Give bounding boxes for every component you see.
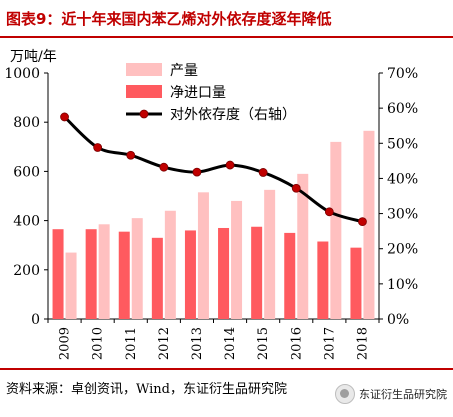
chart-title: 图表9：近十年来国内苯乙烯对外依存度逐年降低 [6, 10, 332, 28]
y-tick-label-left: 600 [13, 164, 40, 180]
y-axis-unit-label: 万吨/年 [10, 49, 57, 65]
bar-net-import [85, 229, 97, 319]
x-tick-label: 2013 [190, 327, 205, 360]
x-tick-label: 2012 [157, 327, 172, 360]
y-tick-label-left: 0 [31, 312, 40, 328]
legend-production-swatch [126, 63, 162, 76]
dependency-point [225, 160, 235, 170]
bar-production [297, 173, 309, 319]
dependency-point [93, 143, 103, 152]
wechat-logo-icon [335, 384, 355, 404]
dependency-line [63, 115, 363, 224]
bar-production [264, 189, 276, 319]
y-tick-label-right: 60% [387, 101, 418, 117]
x-tick-label: 2009 [58, 327, 73, 360]
x-tick-label: 2016 [289, 327, 304, 360]
bar-net-import [151, 237, 163, 319]
y-tick-label-left: 400 [13, 214, 40, 230]
y-tick-label-right: 30% [387, 207, 418, 223]
watermark-text: 东证衍生品研究院 [359, 388, 447, 401]
dependency-point [126, 150, 136, 160]
legend-production-label: 产量 [170, 63, 198, 79]
x-tick-label: 2010 [91, 327, 106, 360]
bar-production [131, 218, 143, 319]
title-bar: 图表9：近十年来国内苯乙烯对外依存度逐年降低 [0, 0, 453, 38]
bar-production [65, 252, 77, 319]
dependency-point [258, 168, 268, 177]
y-tick-label-right: 40% [387, 171, 418, 187]
legend-net-import-swatch [126, 85, 162, 98]
x-tick-label: 2014 [223, 327, 238, 360]
dependency-point [60, 112, 69, 122]
bar-net-import [284, 232, 296, 319]
dependency-point [358, 217, 367, 227]
chart-plot: 0 200 400 600 800 1000 0% 10% 20% 30% 40% 50% 60% 70%… [4, 63, 418, 360]
legend-net-import-label: 净进口量 [170, 85, 226, 101]
y-tick-label-right: 0% [387, 312, 409, 328]
bar-net-import [52, 229, 64, 319]
bar-net-import [184, 230, 196, 319]
y-tick-label-right: 20% [387, 242, 418, 258]
bar-net-import [251, 226, 263, 319]
dependency-point [291, 183, 301, 193]
footer-divider [0, 368, 453, 370]
legend-dependency-label: 对外依存度（右轴） [170, 107, 296, 123]
bar-production [98, 224, 110, 319]
bar-production [197, 192, 209, 319]
source-note: 资料来源：卓创资讯，Wind，东证衍生品研究院 [6, 382, 287, 397]
x-tick-label: 2017 [322, 327, 337, 360]
legend-dependency-marker [139, 109, 149, 119]
y-tick-label-left: 1000 [4, 66, 40, 82]
title-divider [0, 36, 453, 38]
y-tick-label-right: 10% [387, 277, 418, 293]
x-tick-label: 2018 [355, 327, 370, 360]
bar-production [363, 130, 375, 319]
dependency-point [159, 162, 169, 172]
y-tick-label-right: 50% [387, 136, 418, 152]
bar-net-import [218, 227, 230, 319]
watermark: 东证衍生品研究院 [335, 383, 447, 405]
y-tick-label-left: 800 [13, 115, 40, 131]
x-tick-label: 2015 [256, 327, 271, 360]
dependency-point [192, 167, 202, 177]
x-tick-label: 2011 [124, 327, 139, 360]
bar-production [330, 141, 342, 319]
dependency-point [324, 207, 334, 217]
bar-production [231, 200, 243, 319]
y-tick-label-right: 70% [387, 66, 418, 82]
bar-net-import [350, 247, 362, 319]
bar-net-import [118, 231, 130, 319]
bar-production [164, 210, 176, 319]
bar-net-import [317, 241, 329, 319]
y-tick-label-left: 200 [13, 263, 40, 279]
